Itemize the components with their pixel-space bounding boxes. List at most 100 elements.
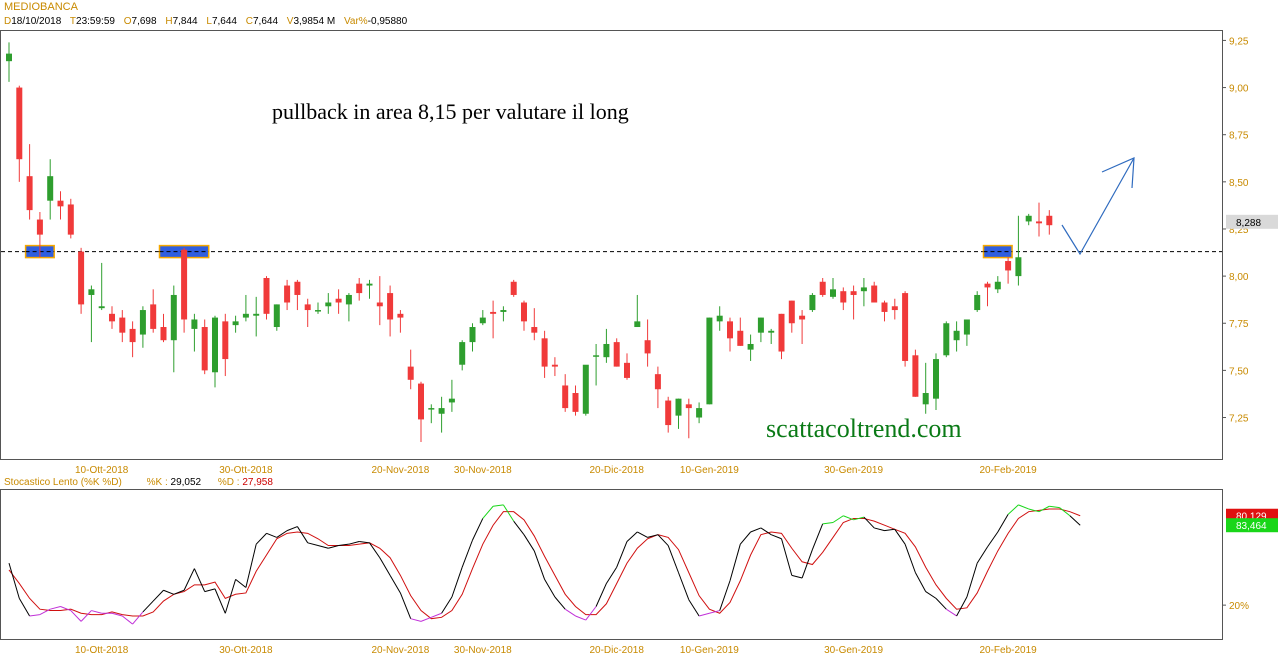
stoch-k-segment [60,606,71,612]
stoch-k-segment [709,610,720,614]
stoch-d-value: 27,958 [242,477,273,488]
candle-body [696,408,703,418]
candle-body [778,313,785,352]
candle-body [922,393,929,405]
stoch-k-segment [132,611,144,625]
stoch-k-segment [811,523,824,550]
candle-body [88,289,95,295]
stoch-k-segment [1049,505,1060,509]
candle-body [984,283,991,288]
stoch-k-segment [554,596,566,610]
ohlc-readout: D18/10/2018 T23:59:59 O7,698 H7,844 L7,6… [4,16,413,27]
xtick-label: 30-Nov-2018 [454,465,512,476]
xtick-label: 10-Gen-2019 [680,465,739,476]
candle-body [747,343,754,350]
candle-body [551,364,558,367]
candle-body [222,321,229,360]
stoch-k-segment [39,608,51,616]
candle-body [685,404,692,409]
candle-body [963,319,970,335]
field-open-key: O [123,16,132,27]
stoch-k-segment [142,600,154,613]
xtick-label: 20-Dic-2018 [589,645,644,656]
stoch-k-segment [997,514,1009,533]
candle-body [345,294,352,305]
stoch-d-line [8,508,1081,620]
field-time-key: T [69,16,77,27]
candle-body [572,393,579,412]
candle-body [881,302,888,312]
candle-body [994,281,1001,290]
stoch-d-label: %D : [217,477,240,488]
candle-body [1046,215,1053,226]
candle-body [891,306,898,311]
field-low-value: 7,644 [211,16,237,27]
stoch-k-segment [266,532,277,538]
stoch-k-segment [667,545,679,573]
candle-body [706,317,713,405]
stoch-k-segment [1038,505,1050,513]
candle-body [933,359,939,399]
stoch-k-segment [513,520,525,536]
field-open-value: 7,698 [131,16,157,27]
stoch-k-segment [760,527,772,536]
stoch-k-segment [451,567,463,598]
stoch-k-segment [50,606,61,610]
candle-body [768,330,775,333]
stoch-k-segment [286,526,298,532]
stoch-k-segment [647,534,659,538]
field-date-key: D [4,16,12,27]
instrument-title: MEDIOBANCA [4,1,78,13]
candle-body [665,400,672,426]
candle-body [634,321,641,328]
candle-body [654,374,661,390]
stoch-k-segment [183,568,195,591]
xtick-label: 20-Dic-2018 [589,465,644,476]
candle-body [119,317,126,333]
stoch-k-segment [739,531,751,545]
price-ytick-label: 8,25 [1229,225,1249,236]
stoch-k-segment [987,531,999,548]
stoch-k-segment [914,572,927,592]
stoch-k-segment [224,579,237,614]
field-low-key: L [206,16,212,27]
candle-body [490,311,497,314]
stoch-k-segment [328,545,339,549]
stoch-k-segment [399,592,412,619]
candle-body [356,283,363,294]
candle-body [479,317,486,324]
candle-body [716,315,723,322]
xtick-label: 20-Nov-2018 [371,465,429,476]
stoch-k-segment [29,614,40,617]
xtick-label: 10-Ott-2018 [75,645,129,656]
candle-body [98,306,105,309]
candle-body [170,294,177,341]
stoch-last-k-label: 83,464 [1236,521,1267,532]
stoch-k-segment [874,527,885,532]
candle-body [819,281,826,295]
candle-body [325,302,332,307]
stochastic-header: Stocastico Lento (%K %D) %K : 29,052 %D … [4,477,273,488]
candle-body [644,340,651,354]
candle-body [943,323,950,356]
stoch-k-segment [307,542,319,547]
stoch-k-segment [152,589,164,602]
stoch-k-segment [389,575,401,594]
stoch-k-segment [472,518,484,541]
stoch-k-segment [369,542,381,559]
candle-body [242,313,249,318]
stoch-k-segment [729,544,741,581]
candle-body [871,285,878,303]
field-high-value: 7,844 [172,16,198,27]
stoch-k-segment [946,608,957,617]
stoch-k-segment [771,534,782,540]
candle-body [1005,261,1012,271]
stoch-k-segment [80,610,92,622]
candle-body [448,398,455,403]
stochastic-title: Stocastico Lento (%K %D) [4,477,122,488]
stoch-k-segment [1007,504,1019,515]
stoch-k-segment [461,539,473,568]
candle-body [500,310,507,312]
stoch-k-segment [533,550,546,580]
